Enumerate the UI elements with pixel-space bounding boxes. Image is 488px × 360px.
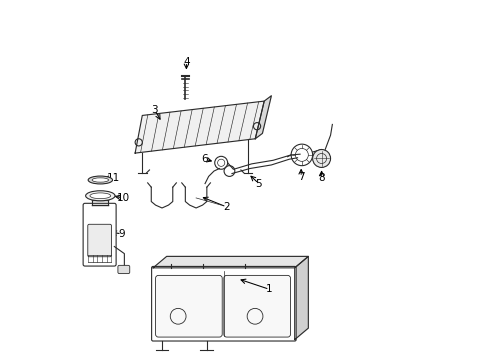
Polygon shape [294, 256, 308, 339]
Ellipse shape [85, 191, 115, 201]
Text: 6: 6 [202, 154, 208, 164]
FancyBboxPatch shape [155, 275, 222, 337]
Text: 11: 11 [107, 173, 120, 183]
Text: 1: 1 [266, 284, 272, 294]
FancyBboxPatch shape [83, 203, 116, 266]
FancyBboxPatch shape [118, 265, 129, 274]
Text: 8: 8 [318, 173, 324, 183]
Text: 4: 4 [183, 57, 189, 67]
Text: 2: 2 [223, 202, 229, 212]
Polygon shape [153, 256, 308, 268]
Polygon shape [255, 96, 271, 139]
Text: 10: 10 [117, 193, 130, 203]
Ellipse shape [92, 178, 108, 182]
Ellipse shape [90, 193, 110, 199]
FancyBboxPatch shape [224, 275, 290, 337]
Ellipse shape [88, 176, 112, 184]
Text: 9: 9 [118, 229, 125, 239]
FancyBboxPatch shape [151, 266, 296, 341]
Polygon shape [135, 101, 264, 153]
Text: 7: 7 [297, 172, 304, 182]
Circle shape [312, 149, 330, 167]
FancyBboxPatch shape [88, 224, 111, 257]
Text: 5: 5 [255, 179, 262, 189]
Text: 3: 3 [151, 105, 158, 115]
